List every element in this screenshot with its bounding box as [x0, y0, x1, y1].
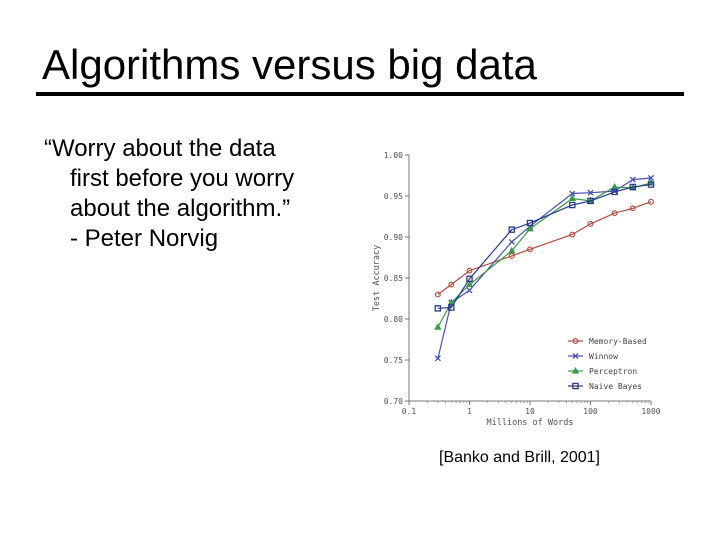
data-point-naive-bayes [611, 188, 618, 196]
y-tick-label: 0.85 [384, 274, 403, 283]
slide-title: Algorithms versus big data [42, 41, 537, 88]
data-point-perceptron [610, 182, 619, 190]
legend-label: Perceptron [589, 367, 637, 376]
quote-line-1: “Worry about the data [44, 135, 276, 162]
data-point-winnow [434, 355, 441, 362]
data-point-perceptron [568, 194, 576, 202]
legend-item-winnow: Winnow [568, 352, 618, 361]
data-point-memory-based [611, 210, 618, 217]
legend-label: Memory-Based [589, 337, 647, 346]
x-marker-stroke [587, 189, 594, 196]
data-point-perceptron [465, 280, 474, 288]
title-underline [36, 92, 684, 96]
quote-line-2: first before you worry [70, 165, 295, 192]
x-axis-label: Millions of Words [487, 418, 574, 428]
chart-plot-area [434, 174, 655, 362]
legend-marker [571, 366, 580, 374]
y-tick-label: 0.95 [384, 192, 403, 201]
chart-axes: 0.70 0.75 0.80 0.85 0.90 0.95 1.00 0.1 1 10 100 100… [372, 151, 661, 428]
data-point-winnow [629, 176, 636, 183]
series-line-perceptron [437, 182, 652, 328]
legend-label: Winnow [589, 352, 618, 361]
quote-attribution: - Peter Norvig [70, 225, 219, 252]
quote-line-3: about the algorithm.” [70, 195, 291, 222]
norvig-quote: “Worry about the data first before you w… [44, 134, 294, 254]
citation: [Banko and Brill, 2001] [439, 449, 600, 466]
series-line-memory-based [437, 201, 652, 295]
y-axis-label: Test Accuracy [372, 245, 382, 312]
legend-item-memory-based: Memory-Based [568, 337, 647, 346]
data-point-winnow [647, 174, 655, 182]
y-tick-label: 0.75 [384, 356, 403, 365]
x-marker-stroke [508, 238, 515, 245]
data-point-naive-bayes [434, 305, 442, 312]
data-point-winnow [508, 238, 515, 245]
legend-label: Naive Bayes [589, 382, 642, 391]
y-tick-label: 0.80 [384, 315, 403, 324]
x-marker-stroke [569, 190, 576, 197]
x-tick-label: 1 [467, 407, 472, 416]
x-marker-stroke [572, 352, 579, 360]
data-point-memory-based [466, 267, 473, 274]
legend-marker [572, 382, 579, 390]
x-tick-label: 0.1 [402, 407, 417, 416]
data-point-memory-based [629, 205, 636, 212]
x-marker-stroke [466, 287, 473, 294]
data-point-naive-bayes [587, 197, 594, 205]
data-point-memory-based [569, 231, 576, 238]
data-point-perceptron [508, 246, 516, 254]
data-point-memory-based [527, 246, 533, 253]
data-point-naive-bayes [526, 219, 534, 227]
legend-marker [572, 338, 579, 344]
x-marker-stroke [629, 176, 636, 183]
data-point-naive-bayes [466, 275, 473, 283]
data-point-winnow [569, 190, 576, 197]
data-point-winnow [587, 189, 594, 196]
data-point-perceptron [526, 224, 534, 232]
x-tick-label: 100 [583, 407, 598, 416]
y-tick-label: 0.90 [384, 233, 403, 242]
data-point-memory-based [648, 198, 654, 205]
data-point-naive-bayes [647, 181, 655, 188]
legend-item-naive-bayes: Naive Bayes [568, 382, 642, 391]
series-line-naive-bayes [437, 183, 652, 309]
legend-item-perceptron: Perceptron [568, 366, 637, 376]
data-point-perceptron [434, 323, 442, 330]
x-tick-label: 1000 [641, 407, 660, 416]
data-point-memory-based [434, 291, 441, 298]
data-point-winnow [466, 287, 473, 294]
data-point-memory-based [448, 281, 455, 288]
chart-legend: Memory-Based Winnow Perceptron Naive Bayes [568, 337, 647, 391]
y-tick-label: 1.00 [384, 151, 403, 160]
data-point-memory-based [587, 220, 594, 227]
legend-marker [572, 352, 579, 360]
x-marker-stroke [647, 174, 655, 182]
data-point-naive-bayes [569, 201, 576, 209]
x-marker-stroke [434, 355, 441, 362]
y-tick-label: 0.70 [384, 397, 403, 406]
x-tick-label: 10 [525, 407, 535, 416]
data-point-naive-bayes [508, 226, 516, 233]
data-point-naive-bayes [448, 304, 455, 311]
data-point-naive-bayes [629, 183, 637, 191]
series-line-winnow [437, 177, 652, 359]
